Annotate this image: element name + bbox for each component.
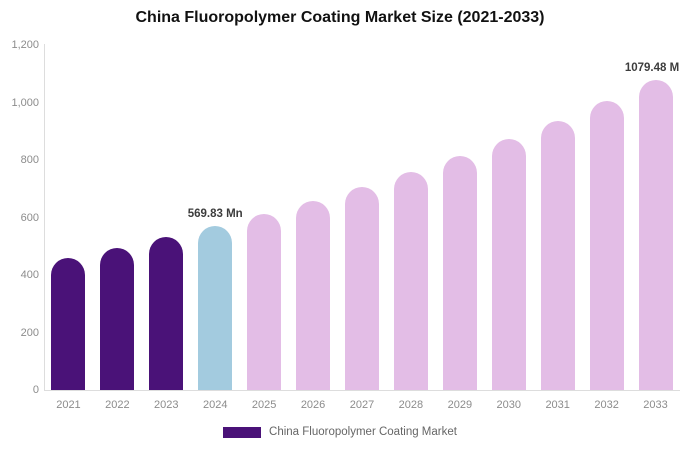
bar-2023	[149, 237, 184, 390]
y-axis-tick-label: 800	[20, 154, 39, 166]
y-axis-tick-label: 400	[20, 269, 39, 281]
legend: China Fluoropolymer Coating Market	[0, 426, 680, 438]
y-axis-tick-label: 200	[20, 326, 39, 339]
bar-value-label-2024: 569.83 Mn	[187, 208, 243, 221]
bar-2021	[51, 257, 86, 390]
y-axis-tick-label: 1,000	[11, 96, 39, 109]
bar-2031	[540, 120, 575, 390]
y-axis-tick-label: 600	[20, 211, 39, 224]
x-axis-tick-label-2027: 2027	[349, 399, 375, 411]
bar-2033	[638, 79, 673, 390]
legend-item-china-fluoropolymer-coating-market[interactable]: China Fluoropolymer Coating Market	[223, 426, 457, 438]
x-axis-tick-label-2032: 2032	[594, 399, 619, 411]
x-axis-tick-label-2026: 2026	[300, 399, 326, 411]
x-axis-tick-label-2024: 2024	[202, 399, 228, 411]
bar-2026	[296, 201, 331, 390]
legend-label: China Fluoropolymer Coating Market	[269, 426, 457, 438]
bar-2025	[247, 214, 282, 390]
bar-2022	[100, 247, 135, 390]
bar-2029	[442, 156, 477, 390]
y-axis-line	[44, 44, 45, 390]
x-axis-tick-label-2030: 2030	[496, 399, 521, 411]
x-axis-tick-label-2023: 2023	[154, 399, 179, 411]
x-axis-tick-label-2022: 2022	[105, 399, 130, 411]
x-axis-tick-label-2029: 2029	[447, 399, 473, 411]
x-axis-line	[44, 390, 680, 391]
x-axis-tick-label-2025: 2025	[251, 399, 277, 411]
legend-swatch	[223, 426, 262, 438]
bar-2030	[491, 139, 526, 390]
y-axis-tick-label: 1,200	[11, 39, 39, 51]
bar-value-label-2033: 1079.48 Mn	[624, 61, 680, 74]
x-axis-tick-label-2031: 2031	[545, 399, 570, 411]
bar-2028	[393, 172, 428, 390]
bar-2027	[345, 187, 379, 390]
x-axis-tick-label-2021: 2021	[56, 399, 81, 411]
bar-2024	[198, 226, 233, 390]
x-axis-tick-label-2033: 2033	[643, 399, 668, 411]
bar-2032	[589, 100, 624, 390]
y-axis-tick-label: 0	[32, 384, 39, 396]
chart-title: China Fluoropolymer Coating Market Size …	[135, 9, 545, 26]
x-axis-tick-label-2028: 2028	[398, 399, 424, 411]
